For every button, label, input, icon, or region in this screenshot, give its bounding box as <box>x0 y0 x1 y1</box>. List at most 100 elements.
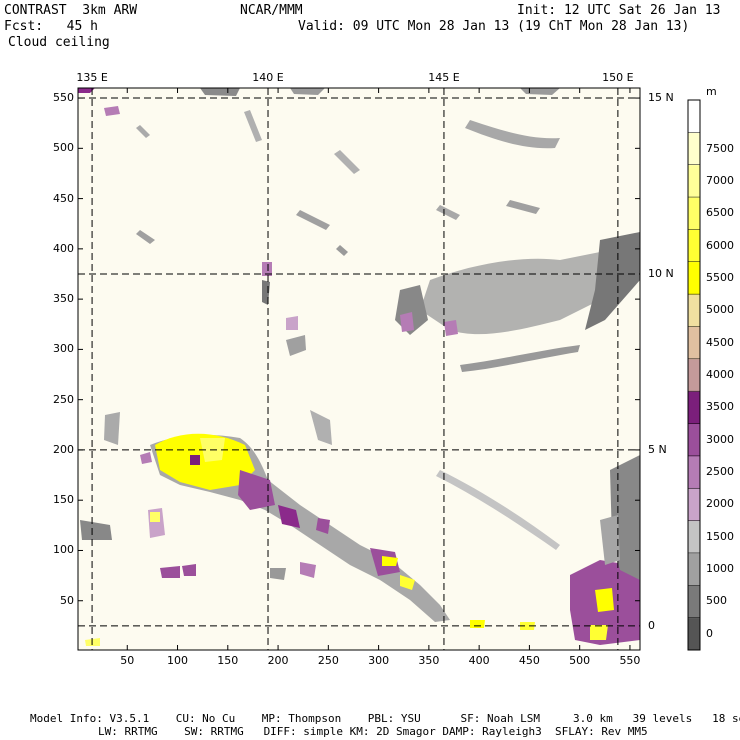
center-label: NCAR/MMM <box>240 3 303 18</box>
axis-ticks <box>78 88 640 650</box>
cloud-cluster <box>595 588 614 612</box>
valid-time: Valid: 09 UTC Mon 28 Jan 13 (19 ChT Mon … <box>298 19 690 34</box>
field-name: Cloud ceiling <box>8 35 110 50</box>
cloud-patch <box>182 564 196 576</box>
y-tick-label: 100 <box>53 543 74 557</box>
x-tick-label: 300 <box>368 654 390 667</box>
model-info-line1: Model Info: V3.5.1 CU: No Cu MP: Thompso… <box>30 712 740 725</box>
colorbar-unit: m <box>706 85 717 98</box>
cloud-streak <box>436 470 560 550</box>
cloud-streak <box>136 230 155 244</box>
cloud-patch <box>160 566 180 578</box>
x-tick-label: 100 <box>167 654 189 667</box>
colorbar-swatch <box>688 229 700 263</box>
colorbar-level-label: 3500 <box>706 400 734 414</box>
colorbar-level-label: 1000 <box>706 562 734 576</box>
x-tick-label: 400 <box>468 654 490 667</box>
cloud-patch <box>400 312 414 332</box>
model-title: CONTRAST 3km ARW <box>4 3 138 18</box>
cloud-patch <box>262 262 272 276</box>
x-tick-label: 500 <box>569 654 591 667</box>
colorbar-swatch <box>688 552 700 586</box>
cloud-patch <box>150 512 160 522</box>
colorbar-level-label: 4000 <box>706 368 734 381</box>
cloud-patch <box>200 88 240 96</box>
y-tick-label: 50 <box>60 593 74 607</box>
x-tick-label: 450 <box>518 654 540 667</box>
colorbar-swatch <box>688 100 700 133</box>
model-info-line2: LW: RRTMG SW: RRTMG DIFF: simple KM: 2D … <box>98 725 648 738</box>
colorbar-level-label: 6500 <box>706 206 734 220</box>
cloud-cluster <box>278 505 300 528</box>
cloud-cluster <box>316 518 330 534</box>
cloud-streak <box>334 150 360 174</box>
cloud-cluster <box>382 556 398 566</box>
colorbar-level-label: 2500 <box>706 465 734 479</box>
y-tick-label: 550 <box>53 91 74 105</box>
latitude-label: 15 N <box>648 91 674 105</box>
cloud-streak <box>465 120 560 149</box>
colorbar <box>688 100 700 651</box>
x-tick-label: 200 <box>267 654 289 667</box>
colorbar-level-label: 7500 <box>706 141 734 155</box>
latlon-grid <box>78 88 640 650</box>
cloud-patch <box>520 88 560 95</box>
cloud-streak <box>296 210 330 230</box>
colorbar-level-label: 500 <box>706 594 727 608</box>
y-tick-label: 400 <box>53 241 74 255</box>
x-tick-label: 50 <box>120 654 135 667</box>
colorbar-swatch <box>688 423 700 457</box>
cloud-band <box>585 232 640 330</box>
cloud-cluster <box>190 455 200 465</box>
colorbar-level-label: 1500 <box>706 529 734 543</box>
cloud-cluster <box>400 575 415 590</box>
colorbar-level-label: 5000 <box>706 303 734 317</box>
y-tick-label: 500 <box>53 141 74 155</box>
cloud-streak <box>286 335 306 356</box>
latitude-label: 0 <box>648 618 655 632</box>
colorbar-swatch <box>688 294 700 327</box>
colorbar-swatch <box>688 326 700 360</box>
x-tick-label: 150 <box>217 654 239 667</box>
colorbar-level-label: 0 <box>706 626 713 640</box>
longitude-label: 150 E <box>602 71 634 84</box>
colorbar-level-label: 6000 <box>706 238 734 252</box>
cloud-patch <box>300 562 316 578</box>
cloud-cluster <box>590 625 608 640</box>
x-tick-label: 350 <box>418 654 440 667</box>
colorbar-level-label: 7000 <box>706 173 734 187</box>
cloud-cluster <box>238 470 275 510</box>
cloud-patch <box>286 316 298 330</box>
colorbar-swatch <box>688 617 700 651</box>
longitude-label: 140 E <box>252 71 284 84</box>
colorbar-swatch <box>688 455 700 489</box>
y-tick-label: 200 <box>53 442 74 456</box>
colorbar-frame <box>687 99 701 651</box>
colorbar-level-label: 2000 <box>706 497 734 511</box>
forecast-hour: Fcst: 45 h <box>4 19 98 34</box>
y-tick-label: 350 <box>53 292 74 306</box>
longitude-label: 145 E <box>428 71 460 84</box>
colorbar-swatch <box>688 585 700 619</box>
cloud-patch <box>104 106 120 116</box>
cloud-streak <box>436 205 460 220</box>
colorbar-swatch <box>688 132 700 166</box>
cloud-streak <box>104 412 120 445</box>
latitude-label: 5 N <box>648 442 667 456</box>
y-tick-label: 150 <box>53 493 74 507</box>
colorbar-level-label: 3000 <box>706 432 734 446</box>
cloud-streak <box>460 345 580 372</box>
cloud-streak <box>506 200 540 214</box>
cloud-patch <box>290 88 325 95</box>
cloud-streak <box>244 110 262 142</box>
colorbar-level-label: 5500 <box>706 270 734 284</box>
init-time: Init: 12 UTC Sat 26 Jan 13 <box>517 3 721 18</box>
colorbar-swatch <box>688 261 700 295</box>
colorbar-swatch <box>688 197 700 230</box>
plot-frame <box>77 87 641 651</box>
y-tick-label: 250 <box>53 392 74 406</box>
cloud-patch <box>270 568 286 580</box>
cloud-ceiling-field <box>78 88 640 646</box>
colorbar-swatch <box>688 391 700 425</box>
